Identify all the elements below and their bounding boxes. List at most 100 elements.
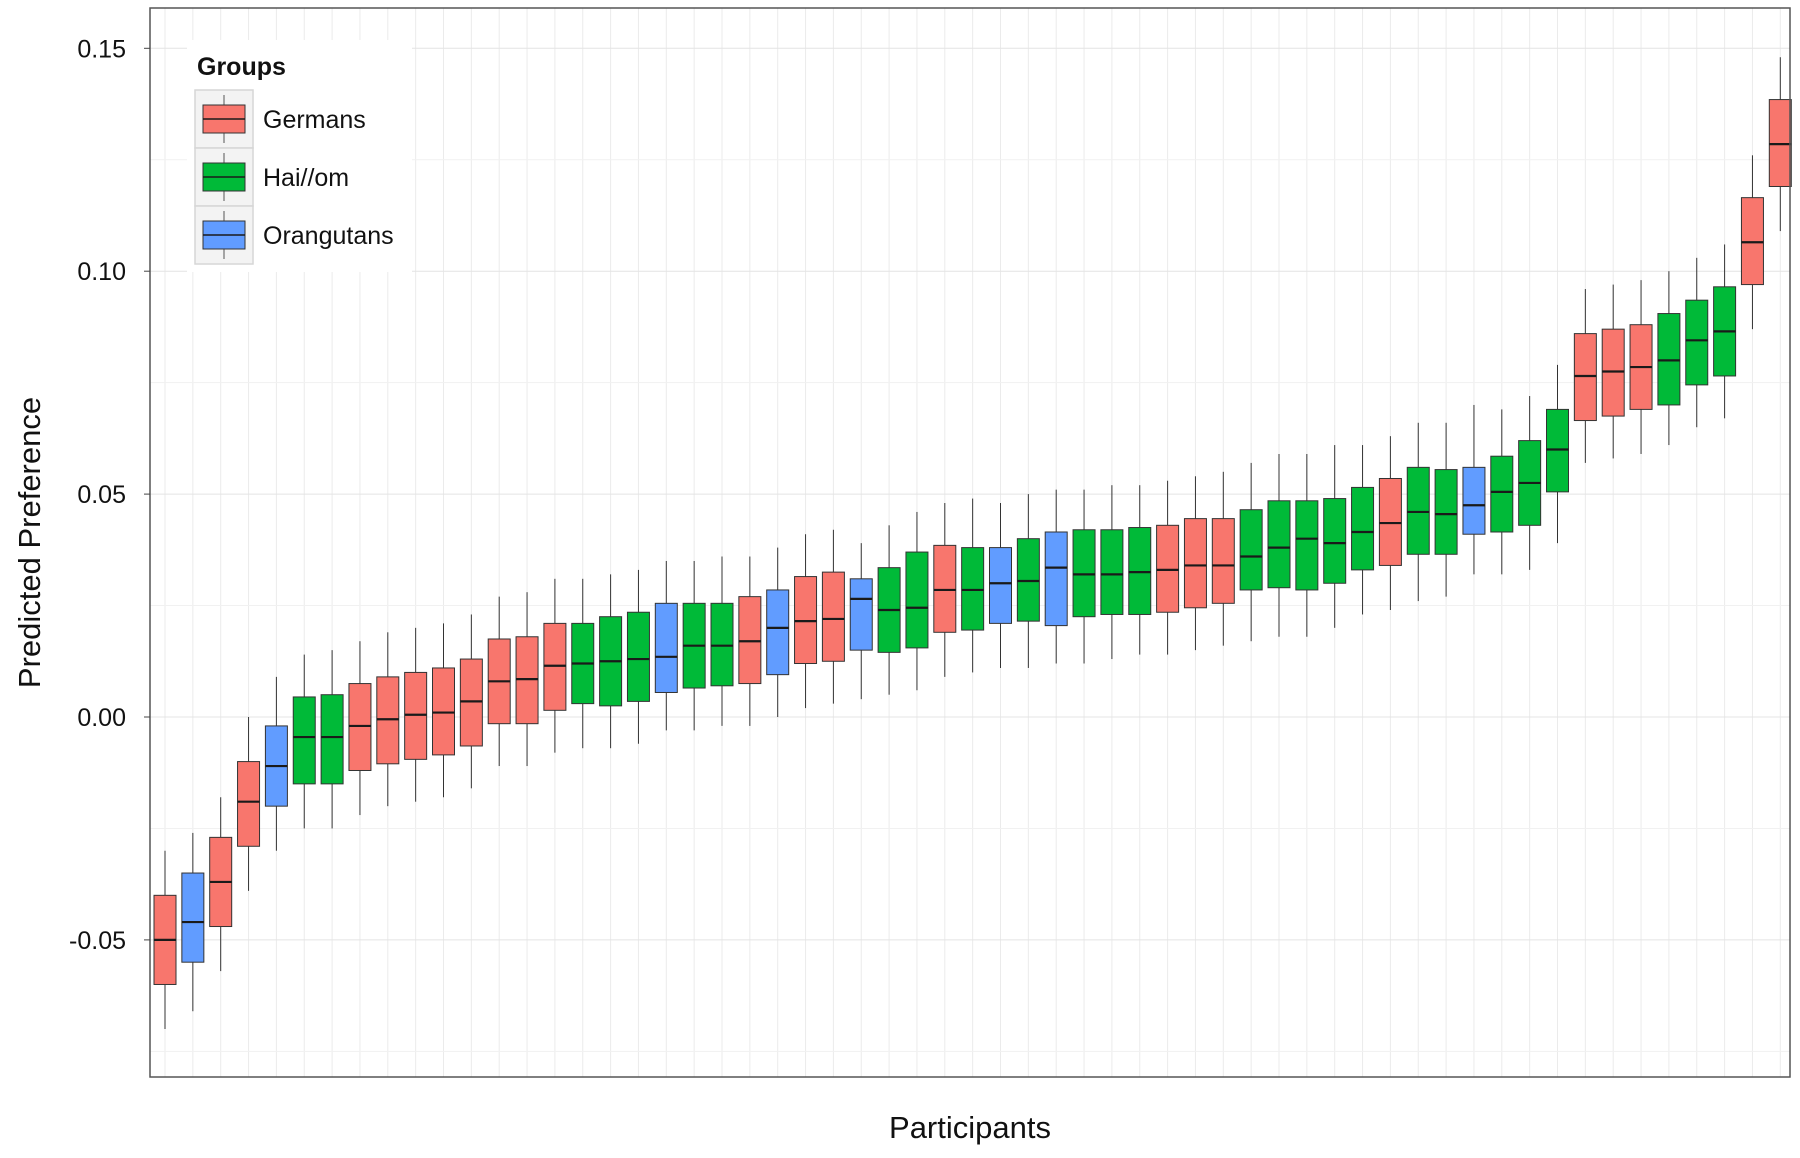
participant-box <box>877 525 901 695</box>
iqr-box <box>1351 486 1375 571</box>
iqr-box <box>404 671 428 760</box>
participant-box <box>487 596 511 767</box>
participant-box <box>682 560 706 731</box>
participant-box <box>599 574 623 749</box>
iqr-box <box>1546 408 1569 493</box>
participant-box <box>320 650 344 829</box>
participant-box <box>571 578 595 749</box>
iqr-box <box>459 658 483 747</box>
x-axis-title: Participants <box>889 1110 1051 1145</box>
participant-box <box>459 614 483 789</box>
participant-box <box>181 832 205 1012</box>
participant-box <box>626 569 650 744</box>
participant-box <box>1351 445 1375 615</box>
participant-box <box>1740 155 1764 330</box>
legend-key: Germans <box>194 89 366 149</box>
participant-box <box>1072 489 1096 664</box>
iqr-box <box>1323 498 1347 584</box>
iqr-box <box>376 676 400 765</box>
iqr-box <box>626 611 650 702</box>
iqr-box <box>794 576 818 665</box>
iqr-box <box>905 551 929 649</box>
y-axis-title: Predicted Preference <box>12 397 47 688</box>
participant-box <box>1573 289 1597 463</box>
participant-box <box>905 511 929 691</box>
iqr-box <box>654 602 678 693</box>
iqr-box <box>237 761 261 847</box>
iqr-box <box>1657 313 1681 406</box>
iqr-box <box>710 602 734 687</box>
plot-panel-border <box>149 7 1791 1078</box>
iqr-box <box>1100 529 1124 615</box>
iqr-box <box>961 547 985 631</box>
participant-box <box>1406 422 1430 602</box>
participant-box <box>1016 494 1040 668</box>
participant-box <box>264 676 288 851</box>
y-tick-label: 0.15 <box>77 35 126 63</box>
participant-box <box>849 543 873 700</box>
iqr-box <box>849 578 873 651</box>
iqr-box <box>1740 197 1764 286</box>
participant-box <box>933 503 957 677</box>
participant-box <box>654 560 678 731</box>
legend-label: Hai//om <box>263 164 349 192</box>
participant-box <box>1239 462 1263 642</box>
participant-box <box>404 627 428 802</box>
iqr-box <box>1601 328 1625 417</box>
iqr-box <box>1434 469 1458 555</box>
iqr-box <box>1044 531 1068 627</box>
legend-title: Groups <box>197 53 286 81</box>
participant-box <box>432 623 455 798</box>
iqr-box <box>1685 299 1709 386</box>
participant-box <box>1601 284 1625 459</box>
participant-box <box>989 503 1012 668</box>
participant-box <box>1685 257 1709 428</box>
participant-box <box>766 547 790 717</box>
y-tick-label: -0.05 <box>69 927 126 955</box>
y-tick-label: 0.10 <box>77 258 126 286</box>
iqr-box <box>821 571 845 662</box>
iqr-box <box>1072 529 1096 618</box>
iqr-box <box>1267 500 1291 589</box>
participant-box <box>376 632 400 807</box>
participant-box <box>1128 485 1152 655</box>
participant-box <box>1267 453 1291 637</box>
participant-box <box>1323 445 1347 628</box>
participant-box <box>821 529 845 704</box>
legend-keys: Germans Hai//om Orangutans <box>194 89 394 265</box>
iqr-box <box>320 694 344 785</box>
participant-box <box>153 850 177 1030</box>
participant-box <box>1044 489 1068 664</box>
participant-box <box>1100 485 1124 660</box>
iqr-box <box>1156 524 1180 613</box>
participant-box <box>1156 480 1180 655</box>
participant-box <box>1518 396 1542 570</box>
participant-box <box>1462 404 1486 575</box>
legend-key: Hai//om <box>194 147 349 207</box>
legend-key: Orangutans <box>194 205 394 265</box>
participant-box <box>961 498 985 673</box>
participant-box <box>738 556 762 726</box>
legend: Groups Germans Hai//om Orangutans <box>187 40 412 272</box>
legend-label: Orangutans <box>263 222 394 250</box>
iqr-box <box>543 622 567 711</box>
iqr-box <box>515 636 539 725</box>
iqr-box <box>1211 518 1235 604</box>
legend-label: Germans <box>263 106 366 134</box>
iqr-box <box>1462 466 1486 535</box>
participant-box <box>794 534 818 709</box>
participant-box <box>543 578 567 753</box>
participant-box <box>1546 364 1569 544</box>
participant-box <box>292 654 316 829</box>
iqr-box <box>292 696 316 785</box>
participant-box <box>1183 476 1207 651</box>
participant-box <box>1490 409 1514 575</box>
participant-box <box>1434 422 1458 597</box>
iqr-box <box>1573 333 1597 422</box>
y-tick-label: 0.05 <box>77 481 126 509</box>
iqr-box <box>1406 466 1430 555</box>
participant-box <box>1295 453 1319 637</box>
iqr-box <box>1295 500 1319 591</box>
iqr-box <box>1183 518 1207 609</box>
